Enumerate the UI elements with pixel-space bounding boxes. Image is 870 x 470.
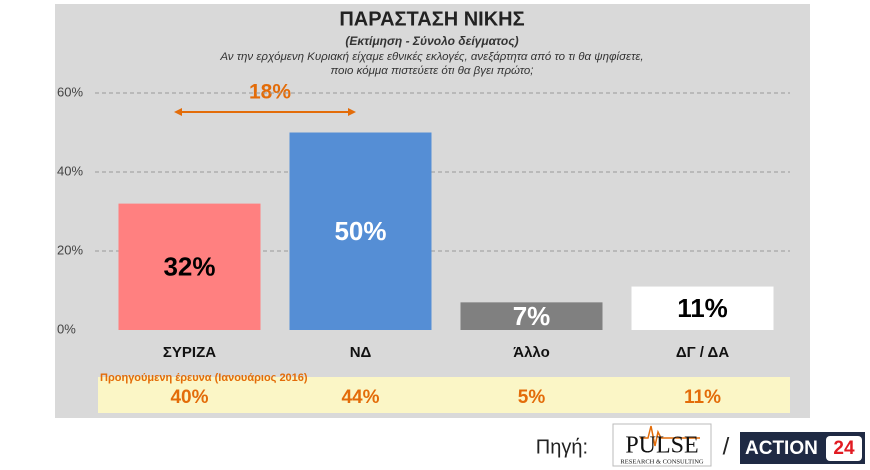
y-tick-label: 0% <box>57 321 76 336</box>
x-tick-label: ΣΥΡΙΖΑ <box>163 344 216 361</box>
pulse-subtext: RESEARCH & CONSULTING <box>620 458 703 465</box>
question-line: ποιο κόμμα πιστεύετε ότι θα βγει πρώτο; <box>331 65 534 77</box>
bar <box>631 286 774 330</box>
x-tick-label: ΝΔ <box>350 344 372 361</box>
action-text: ACTION <box>745 438 818 459</box>
value-label: 32% <box>163 252 215 282</box>
source-separator: / <box>723 433 730 460</box>
chart-subtitle: (Εκτίμηση - Σύνολο δείγματος) <box>345 34 518 48</box>
chart-title: ΠΑΡΑΣΤΑΣΗ ΝΙΚΗΣ <box>339 8 524 30</box>
gap-annotation: 18% <box>249 81 291 104</box>
previous-label: Προηγούμενη έρευνα (Ιανουάριος 2016) <box>100 372 308 384</box>
gap-arrow <box>174 108 356 116</box>
x-tick-label: Άλλο <box>513 344 550 361</box>
action-badge <box>826 436 862 461</box>
pulse-logo <box>612 423 712 467</box>
bar <box>460 302 603 330</box>
pulse-text: PULSE <box>625 433 698 459</box>
value-label: 7% <box>513 301 551 331</box>
question-line: Αν την ερχόμενη Κυριακή είχαμε εθνικές ε… <box>219 51 643 63</box>
y-tick-label: 20% <box>57 242 83 257</box>
y-tick-label: 60% <box>57 84 83 99</box>
previous-value: 5% <box>518 387 546 408</box>
value-label: 50% <box>334 216 386 246</box>
previous-box <box>98 377 790 413</box>
source-label: Πηγή: <box>536 436 588 458</box>
bar <box>289 132 432 330</box>
previous-value: 40% <box>170 387 208 408</box>
bar <box>118 203 261 330</box>
previous-value: 11% <box>684 387 721 408</box>
y-tick-label: 40% <box>57 163 83 178</box>
value-label: 11% <box>677 293 728 323</box>
action-number: 24 <box>833 438 855 459</box>
previous-value: 44% <box>341 387 379 408</box>
pulse-wave <box>640 425 700 447</box>
x-tick-label: ΔΓ / ΔΑ <box>676 344 730 361</box>
